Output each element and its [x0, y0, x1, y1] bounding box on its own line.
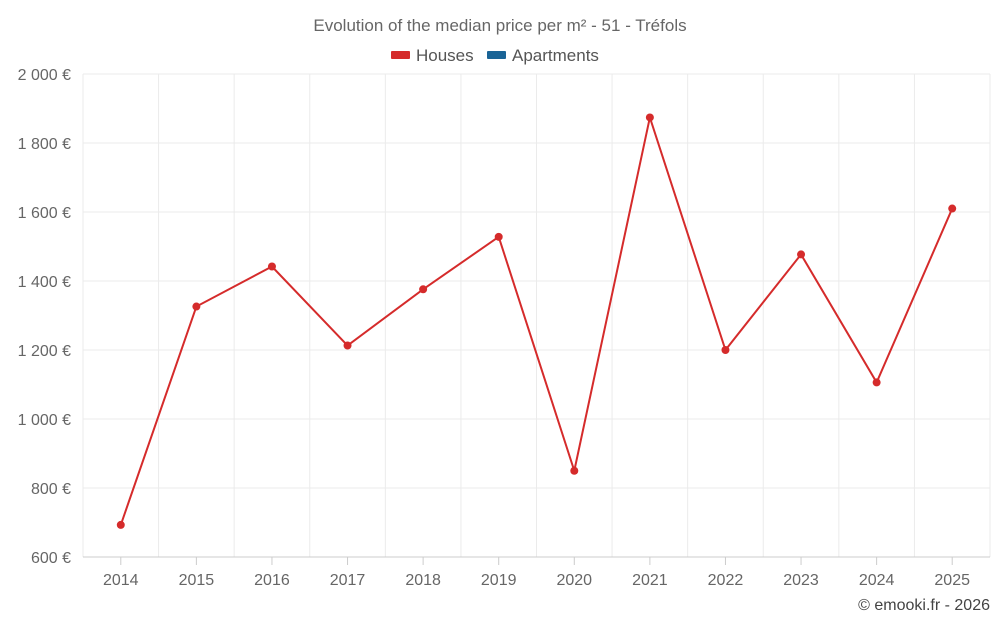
- legend-label-apartments: Apartments: [512, 46, 599, 65]
- legend: Houses Apartments: [391, 46, 599, 65]
- y-tick-label: 2 000 €: [18, 67, 71, 84]
- x-tick-label: 2015: [179, 572, 215, 589]
- data-point-houses[interactable]: [419, 285, 428, 294]
- grid: [82, 73, 991, 557]
- y-tick-label: 600 €: [31, 550, 71, 567]
- x-tick-label: 2020: [556, 572, 592, 589]
- y-axis-ticks: 600 € 800 € 1 000 € 1 200 € 1 400 € 1 600 € 1 …: [18, 67, 71, 567]
- legend-swatch-houses: [391, 51, 410, 59]
- data-point-houses[interactable]: [721, 346, 730, 354]
- x-axis-ticks: 2014 2015 2016 2017 2018 2019 2020 2021 2022 2023…: [103, 557, 970, 589]
- data-point-houses[interactable]: [570, 466, 579, 475]
- data-point-houses[interactable]: [797, 250, 806, 259]
- x-tick-label: 2014: [103, 572, 139, 589]
- chart-title: Evolution of the median price per m² - 5…: [313, 16, 686, 35]
- data-point-houses[interactable]: [645, 113, 654, 122]
- data-point-houses[interactable]: [267, 262, 276, 271]
- x-tick-label: 2023: [783, 572, 819, 589]
- y-tick-label: 1 800 €: [18, 136, 71, 153]
- x-tick-label: 2021: [632, 572, 668, 589]
- legend-swatch-apartments: [487, 51, 506, 59]
- y-tick-label: 1 600 €: [18, 205, 71, 222]
- data-point-houses[interactable]: [872, 378, 881, 387]
- data-point-houses[interactable]: [948, 204, 957, 213]
- data-point-houses[interactable]: [494, 232, 503, 241]
- data-point-houses[interactable]: [192, 302, 201, 311]
- legend-label-houses: Houses: [416, 46, 474, 65]
- series-line-houses: [119, 113, 954, 526]
- legend-item-houses[interactable]: Houses: [391, 46, 474, 65]
- y-tick-label: 1 400 €: [18, 274, 71, 291]
- x-tick-label: 2016: [254, 572, 290, 589]
- x-tick-label: 2017: [330, 572, 366, 589]
- y-tick-label: 1 000 €: [18, 412, 71, 429]
- y-tick-label: 1 200 €: [18, 343, 71, 360]
- x-tick-label: 2025: [934, 572, 970, 589]
- y-tick-label: 800 €: [31, 481, 71, 498]
- data-point-houses[interactable]: [343, 341, 352, 350]
- x-tick-label: 2018: [405, 572, 441, 589]
- series-layer: [116, 113, 957, 529]
- x-tick-label: 2019: [481, 572, 517, 589]
- legend-item-apartments[interactable]: Apartments: [487, 46, 599, 65]
- data-point-houses[interactable]: [116, 520, 125, 529]
- x-tick-label: 2022: [708, 572, 744, 589]
- credit-text: © emooki.fr - 2026: [858, 597, 990, 614]
- x-tick-label: 2024: [859, 572, 895, 589]
